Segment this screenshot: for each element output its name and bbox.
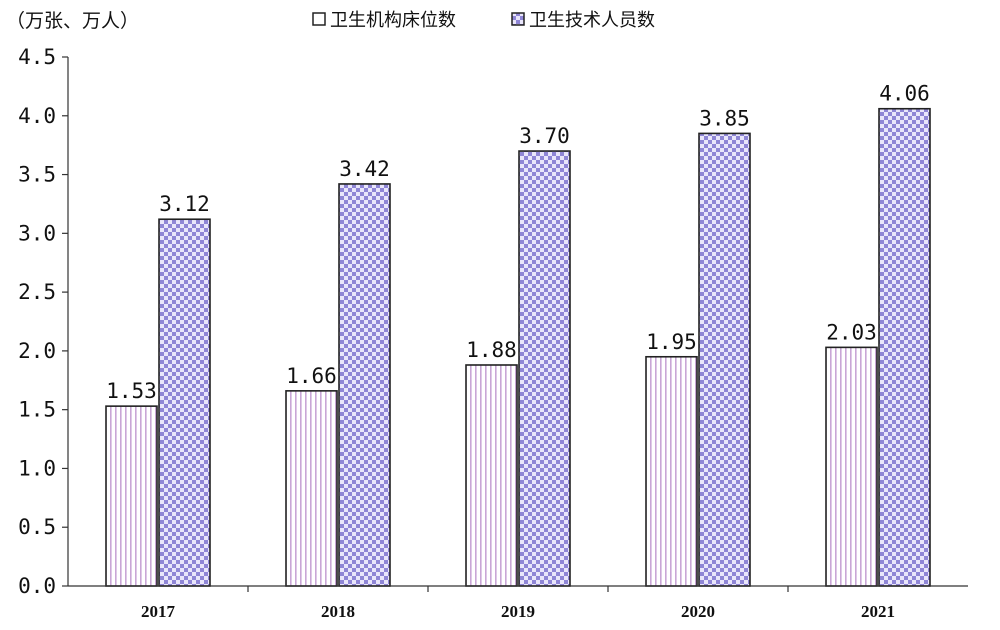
legend-swatch-staff bbox=[511, 12, 525, 26]
bar-staff bbox=[698, 132, 751, 587]
legend-swatch-beds bbox=[312, 12, 326, 26]
x-category-label: 2017 bbox=[141, 602, 176, 621]
data-label: 4.06 bbox=[879, 82, 930, 106]
x-category-label: 2018 bbox=[321, 602, 355, 621]
legend-label-beds: 卫生机构床位数 bbox=[330, 10, 456, 31]
data-label: 1.95 bbox=[646, 330, 697, 354]
legend: 卫生机构床位数 卫生技术人员数 bbox=[312, 10, 655, 31]
x-category-label: 2020 bbox=[681, 602, 715, 621]
y-tick-label: 4.0 bbox=[18, 104, 56, 128]
data-label: 3.42 bbox=[339, 157, 390, 181]
x-axis: 2017 2018 2019 2020 2021 bbox=[141, 586, 895, 621]
bar-beds bbox=[825, 346, 878, 587]
y-axis-unit-label: （万张、万人） bbox=[6, 10, 139, 32]
x-category-label: 2019 bbox=[501, 602, 535, 621]
x-category-label: 2021 bbox=[861, 602, 895, 621]
y-tick-label: 3.0 bbox=[18, 221, 56, 245]
data-label: 3.12 bbox=[159, 192, 210, 216]
bar-beds bbox=[105, 405, 158, 587]
y-tick-label: 0.0 bbox=[18, 574, 56, 598]
bar-staff bbox=[878, 107, 931, 587]
data-label: 1.53 bbox=[106, 379, 157, 403]
bar-staff bbox=[158, 218, 211, 587]
bar-staff bbox=[338, 183, 391, 587]
data-label: 1.88 bbox=[466, 338, 517, 362]
y-tick-label: 2.5 bbox=[18, 280, 56, 304]
legend-label-staff: 卫生技术人员数 bbox=[529, 10, 655, 31]
data-label: 1.66 bbox=[286, 364, 337, 388]
bar-staff bbox=[518, 150, 571, 587]
y-tick-label: 4.5 bbox=[18, 45, 56, 69]
y-axis: 0.0 0.5 1.0 1.5 2.0 2.5 3.0 3.5 4.0 4.5 bbox=[18, 45, 68, 598]
y-tick-label: 0.5 bbox=[18, 515, 56, 539]
bars-group: 1.53 3.12 1.66 3.42 1.88 3.70 1.95 3.85 2.03 4.06 bbox=[105, 82, 931, 587]
y-tick-label: 1.5 bbox=[18, 398, 56, 422]
y-tick-label: 2.0 bbox=[18, 339, 56, 363]
bar-beds bbox=[285, 390, 338, 587]
data-label: 2.03 bbox=[826, 320, 877, 344]
y-tick-label: 1.0 bbox=[18, 456, 56, 480]
data-label: 3.85 bbox=[699, 106, 750, 130]
bar-beds bbox=[465, 364, 518, 587]
bar-beds bbox=[645, 355, 698, 587]
y-tick-label: 3.5 bbox=[18, 163, 56, 187]
data-label: 3.70 bbox=[519, 124, 570, 148]
